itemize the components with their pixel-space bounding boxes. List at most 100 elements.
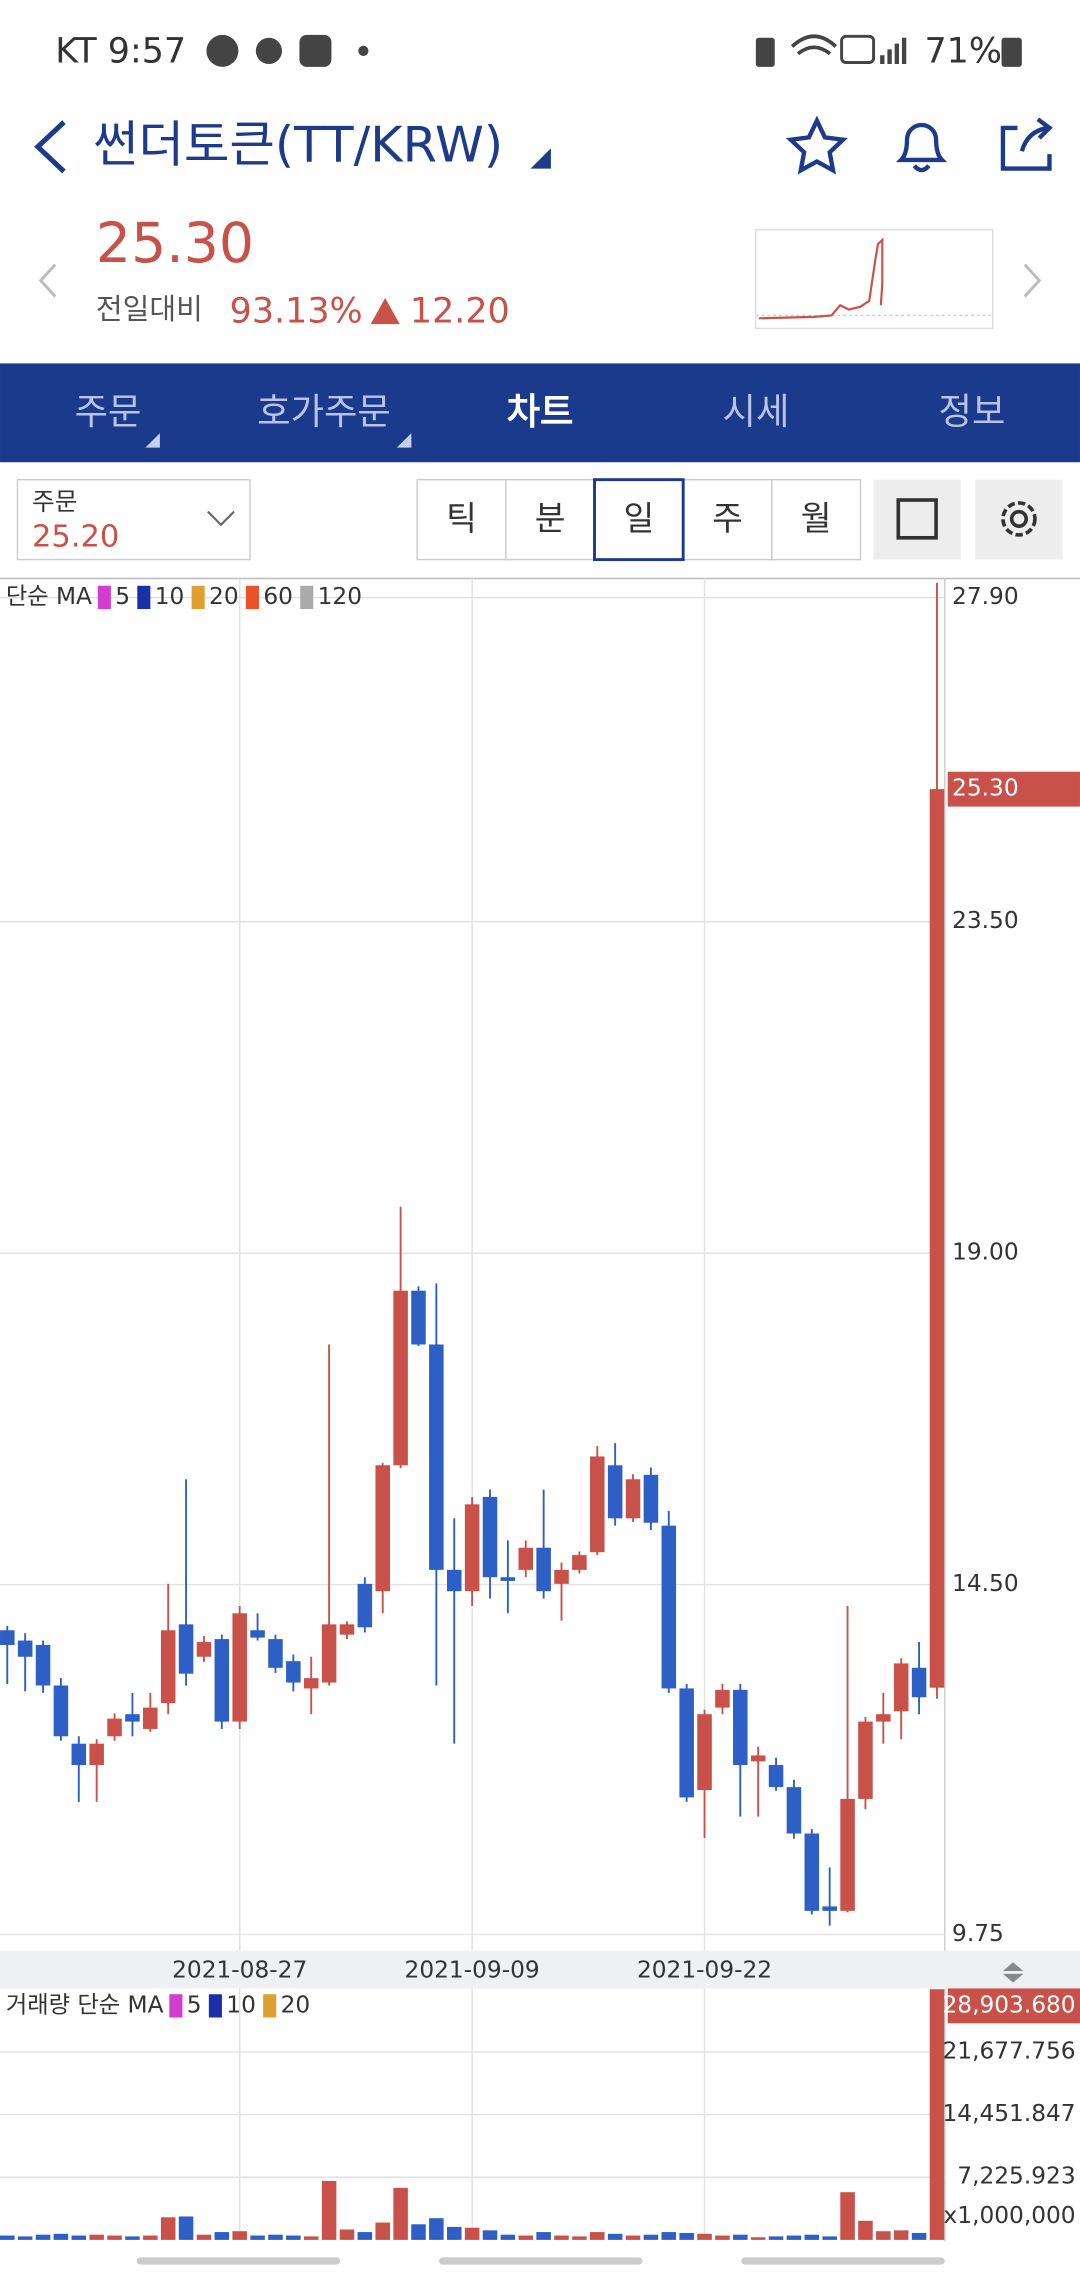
draw-button[interactable]	[873, 479, 961, 560]
volume-bar	[107, 2235, 122, 2240]
sparkline	[758, 237, 884, 320]
candle-body	[840, 1798, 855, 1911]
tab[interactable]: 시세	[723, 390, 790, 433]
volume-bar	[214, 2232, 230, 2240]
candle-body	[250, 1630, 265, 1638]
change-label: 전일대비	[96, 292, 203, 326]
tab[interactable]: 차트	[507, 390, 574, 433]
volume-bar	[786, 2235, 802, 2240]
settings-icon	[1001, 501, 1037, 537]
candle-body	[160, 1630, 176, 1704]
candle-body	[268, 1639, 283, 1668]
tab[interactable]: 정보	[939, 390, 1006, 433]
status-time: KT 9:57	[55, 31, 186, 71]
volume-bar	[250, 2235, 265, 2240]
legend-label: 120	[318, 583, 362, 610]
draw-icon	[896, 498, 938, 540]
header-title[interactable]: 썬더토큰(TT/KRW)	[93, 116, 503, 174]
share-button[interactable]	[1000, 117, 1053, 171]
legend-label: 60	[263, 583, 293, 610]
candle-body	[876, 1714, 891, 1722]
candle-body	[679, 1688, 694, 1798]
candle-body	[572, 1555, 587, 1570]
volume-bar	[733, 2234, 748, 2240]
favorite-button[interactable]	[785, 115, 848, 175]
current-price-tag	[947, 771, 1080, 807]
settings-icon-center	[1009, 509, 1029, 528]
volume-bar	[160, 2217, 176, 2240]
legend-swatch	[169, 1994, 183, 2018]
status-icon	[299, 34, 332, 67]
y-tick-label: 14.50	[952, 1570, 1019, 1597]
up-triangle	[370, 297, 400, 325]
date-bar	[0, 1950, 1080, 1989]
period-label: 분	[535, 499, 566, 538]
battery-level: 71%	[924, 31, 1002, 71]
candle-body	[590, 1456, 605, 1553]
volume-bar	[500, 2234, 516, 2240]
volume-bar	[840, 2192, 855, 2240]
volume-bar	[321, 2180, 337, 2240]
y-tick-label: 14,451.847	[942, 2100, 1075, 2127]
volume-bar	[303, 2236, 319, 2240]
settings-button[interactable]	[975, 479, 1063, 560]
legend-swatch	[208, 1994, 222, 2018]
volume-bar	[53, 2233, 69, 2240]
volume-bar	[446, 2226, 462, 2240]
candle-body	[822, 1906, 837, 1911]
back-button[interactable]	[34, 120, 66, 174]
period-button[interactable]	[416, 478, 507, 561]
period-button[interactable]	[593, 478, 685, 562]
candle-body	[893, 1663, 909, 1712]
candle-body	[357, 1583, 373, 1628]
volume-bar	[661, 2232, 677, 2240]
alarm-button[interactable]	[895, 122, 948, 173]
candle-body	[411, 1290, 426, 1345]
sparkline-box	[755, 228, 994, 330]
volume-bar	[607, 2233, 623, 2240]
wifi-icon	[790, 34, 838, 56]
prev-button[interactable]	[38, 263, 57, 298]
candle-body	[375, 1465, 390, 1592]
scroll-handle	[136, 2257, 341, 2265]
next-button[interactable]	[1023, 263, 1042, 298]
signal-icon	[880, 37, 907, 64]
legend-label: 10	[226, 1991, 256, 2018]
candle-body	[733, 1689, 748, 1766]
volume-bar	[89, 2234, 104, 2240]
legend-label: 20	[281, 1991, 311, 2018]
status-icon	[255, 37, 282, 64]
resize-handle[interactable]	[1002, 1962, 1024, 1983]
y-tick-label: 23.50	[952, 907, 1019, 934]
candle-body	[607, 1465, 623, 1519]
volume-bar	[482, 2230, 498, 2240]
y-tick-label: 19.00	[952, 1239, 1019, 1266]
volume-bar	[893, 2230, 909, 2240]
volume-bar	[679, 2232, 694, 2240]
tab[interactable]: 주문	[75, 390, 142, 433]
y-tick-label: 21,677.756	[942, 2037, 1075, 2064]
legend-swatch	[97, 585, 111, 610]
volume-bar	[339, 2229, 355, 2240]
candle-body	[786, 1787, 802, 1834]
volume-bar	[822, 2236, 837, 2240]
volume-bar	[0, 2235, 15, 2240]
volume-bar	[232, 2231, 247, 2240]
candle-body	[143, 1707, 158, 1729]
candle-body	[482, 1496, 498, 1578]
period-button[interactable]	[771, 478, 862, 561]
order-box[interactable]	[16, 478, 251, 561]
candle-body	[178, 1624, 194, 1674]
unit-label: x1,000,000	[944, 2202, 1076, 2229]
candle-body	[214, 1639, 230, 1722]
candle-body	[232, 1613, 247, 1722]
candle-body	[518, 1547, 534, 1570]
tab[interactable]: 호가주문	[257, 390, 391, 433]
volume-bar	[643, 2234, 659, 2240]
volume-bar	[429, 2218, 444, 2240]
volume-bar	[71, 2235, 87, 2240]
volume-bar	[393, 2187, 408, 2240]
y-tick-label: 9.75	[952, 1920, 1004, 1947]
candle-body	[71, 1743, 87, 1766]
